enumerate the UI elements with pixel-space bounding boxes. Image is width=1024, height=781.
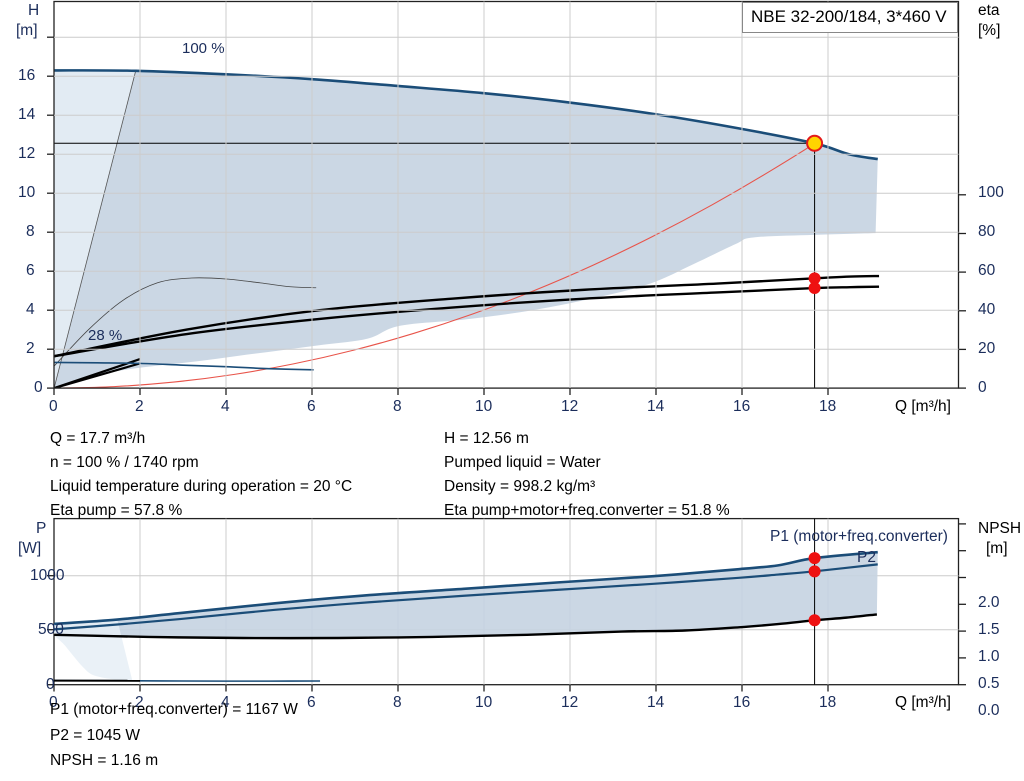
svg-text:100 %: 100 % <box>182 40 225 57</box>
svg-text:28 %: 28 % <box>88 327 122 344</box>
